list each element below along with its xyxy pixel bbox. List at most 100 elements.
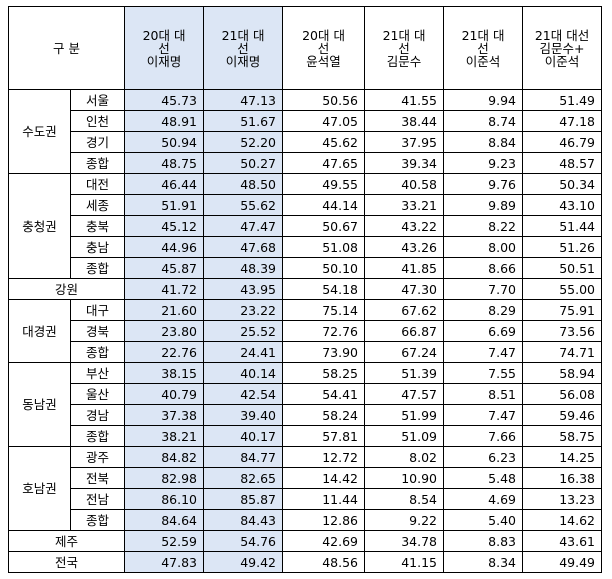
table-row: 전남 86.10 85.87 11.44 8.54 4.69 13.23 <box>9 488 603 510</box>
value-cell: 6.23 <box>443 446 524 468</box>
value-cell: 43.10 <box>522 194 603 216</box>
header-col-3-line-2: 선 <box>317 40 330 56</box>
value-cell: 43.26 <box>364 236 445 258</box>
value-cell: 41.15 <box>364 551 445 573</box>
value-cell: 9.94 <box>443 89 524 111</box>
value-cell: 40.14 <box>203 362 284 384</box>
value-cell: 11.44 <box>282 488 366 510</box>
value-cell: 75.91 <box>522 299 603 321</box>
value-cell: 47.68 <box>203 236 284 258</box>
election-results-table: 구 분 20대 대 선 이재명 21대 대 선 이재명 20대 대 선 윤석열 21대 대 선 김문수 2… <box>7 6 603 573</box>
value-cell: 50.56 <box>282 89 366 111</box>
value-cell: 49.42 <box>203 551 284 573</box>
header-col-6-line-3: 이준석 <box>544 53 580 69</box>
table-row: 전국 47.83 49.42 48.56 41.15 8.34 49.49 <box>7 551 603 573</box>
subregion-cell: 전남 <box>69 488 126 510</box>
value-cell: 25.52 <box>203 320 284 342</box>
value-cell: 50.10 <box>282 257 366 279</box>
value-cell: 58.24 <box>282 404 366 426</box>
header-col-5: 21대 대 선 이준석 <box>443 6 524 90</box>
header-row: 구 분 20대 대 선 이재명 21대 대 선 이재명 20대 대 선 윤석열 21대 대 선 김문수 2… <box>7 6 603 90</box>
value-cell: 57.81 <box>282 425 366 447</box>
value-cell: 59.46 <box>522 404 603 426</box>
value-cell: 55.62 <box>203 194 284 216</box>
table-row: 충청권 대전 46.44 48.50 49.55 40.58 9.76 50.34 <box>8 173 603 279</box>
value-cell: 12.72 <box>282 446 366 468</box>
header-col-6-line-2: 김문수+ <box>539 40 585 56</box>
value-cell: 7.47 <box>443 404 524 426</box>
header-col-5-line-2: 선 <box>477 40 489 56</box>
table-row: 종합 84.64 84.43 12.86 9.22 5.40 14.62 <box>9 509 603 531</box>
header-col-4: 21대 대 선 김문수 <box>364 6 445 90</box>
value-cell: 51.67 <box>203 110 284 132</box>
value-cell: 14.62 <box>522 509 603 531</box>
value-cell: 58.75 <box>522 425 603 447</box>
table-row: 경북 23.80 25.52 72.76 66.87 6.69 73.56 <box>9 320 603 342</box>
table-row: 대경권 대구 21.60 23.22 75.14 67.62 8.29 75.91 <box>8 299 603 363</box>
header-col-4-line-2: 선 <box>398 40 410 56</box>
value-cell: 75.14 <box>282 299 366 321</box>
header-col-3-line-1: 20대 대 <box>302 27 345 43</box>
value-cell: 44.96 <box>124 236 205 258</box>
value-cell: 84.77 <box>203 446 284 468</box>
subregion-cell: 경기 <box>69 131 126 153</box>
value-cell: 46.44 <box>124 173 205 195</box>
table-row: 동남권 부산 38.15 40.14 58.25 51.39 7.55 58.94 <box>8 362 603 447</box>
table-row: 종합 48.75 50.27 47.65 39.34 9.23 48.57 <box>9 152 603 174</box>
value-cell: 43.22 <box>364 215 445 237</box>
table-container: 구 분 20대 대 선 이재명 21대 대 선 이재명 20대 대 선 윤석열 21대 대 선 김문수 2… <box>7 6 603 573</box>
subregion-cell: 부산 <box>69 362 126 384</box>
subregion-cell: 광주 <box>69 446 126 468</box>
value-cell: 48.75 <box>124 152 205 174</box>
value-cell: 50.34 <box>522 173 603 195</box>
value-cell: 51.26 <box>522 236 603 258</box>
value-cell: 47.83 <box>124 551 205 573</box>
region-cell: 수도권 <box>8 89 71 174</box>
region-cell: 강원 <box>7 278 126 300</box>
subregion-cell: 울산 <box>69 383 126 405</box>
value-cell: 37.95 <box>364 131 445 153</box>
header-col-1: 20대 대 선 이재명 <box>124 6 205 90</box>
value-cell: 45.62 <box>282 131 366 153</box>
region-cell: 전국 <box>7 551 126 573</box>
value-cell: 47.47 <box>203 215 284 237</box>
region-cell: 제주 <box>7 530 126 552</box>
value-cell: 50.51 <box>522 257 603 279</box>
value-cell: 47.18 <box>522 110 603 132</box>
value-cell: 8.22 <box>443 215 524 237</box>
value-cell: 16.38 <box>522 467 603 489</box>
value-cell: 14.25 <box>522 446 603 468</box>
header-col-5-line-1: 21대 대 <box>461 27 505 43</box>
value-cell: 84.82 <box>124 446 205 468</box>
subregion-cell: 종합 <box>69 257 126 279</box>
value-cell: 54.41 <box>282 383 366 405</box>
subregion-cell: 종합 <box>69 425 126 447</box>
value-cell: 10.90 <box>364 467 445 489</box>
subregion-cell: 세종 <box>69 194 126 216</box>
value-cell: 74.71 <box>522 341 603 363</box>
value-cell: 24.41 <box>203 341 284 363</box>
value-cell: 7.55 <box>443 362 524 384</box>
value-cell: 51.39 <box>364 362 445 384</box>
value-cell: 23.80 <box>124 320 205 342</box>
value-cell: 66.87 <box>364 320 445 342</box>
header-col-4-line-3: 김문수 <box>386 53 422 69</box>
value-cell: 47.30 <box>364 278 445 300</box>
value-cell: 9.22 <box>364 509 445 531</box>
value-cell: 7.70 <box>443 278 524 300</box>
subregion-cell: 충북 <box>69 215 126 237</box>
value-cell: 48.50 <box>203 173 284 195</box>
subregion-cell: 종합 <box>69 152 126 174</box>
value-cell: 4.69 <box>443 488 524 510</box>
value-cell: 49.49 <box>522 551 603 573</box>
value-cell: 85.87 <box>203 488 284 510</box>
value-cell: 52.59 <box>124 530 205 552</box>
table-row: 호남권 광주 84.82 84.77 12.72 8.02 6.23 14.25 <box>8 446 603 531</box>
value-cell: 50.27 <box>203 152 284 174</box>
subregion-cell: 서울 <box>69 89 126 111</box>
header-col-6-line-1: 21대 대선 <box>534 27 590 43</box>
value-cell: 9.89 <box>443 194 524 216</box>
value-cell: 45.73 <box>124 89 205 111</box>
value-cell: 39.34 <box>364 152 445 174</box>
subregion-cell: 경남 <box>69 404 126 426</box>
